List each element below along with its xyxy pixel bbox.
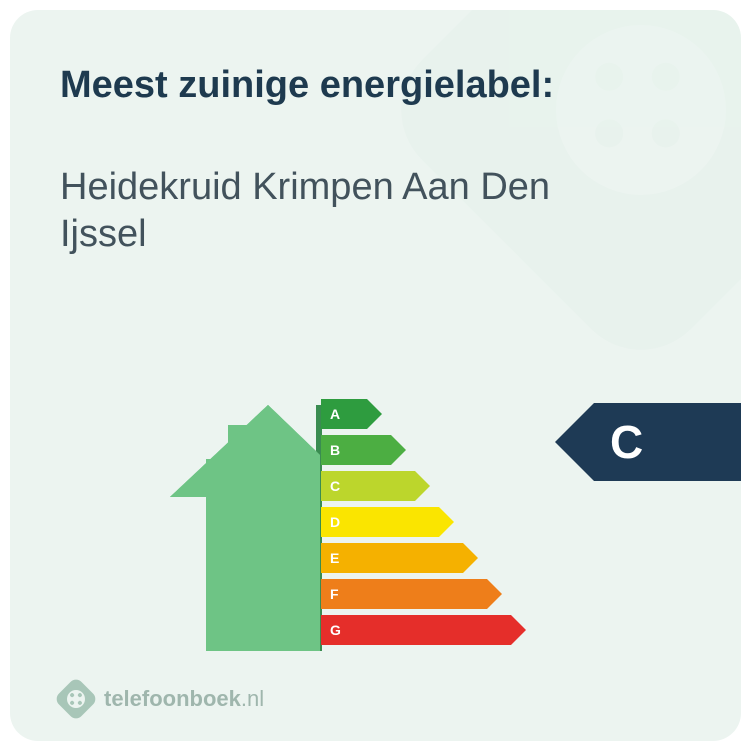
energy-bar-label: G [321, 615, 511, 645]
selected-badge: C [555, 403, 741, 481]
energy-bar-row: E [321, 543, 621, 573]
house-icon-overlay [170, 405, 324, 651]
energy-bar-tip [487, 579, 502, 609]
energy-bar-tip [367, 399, 382, 429]
energy-bar-f: F [321, 579, 621, 609]
energy-bar-label: D [321, 507, 439, 537]
info-card: Meest zuinige energielabel: Heidekruid K… [10, 10, 741, 741]
energy-bar-label: B [321, 435, 391, 465]
brand-bold: telefoonboek [104, 686, 241, 711]
energy-bar-row: F [321, 579, 621, 609]
card-title: Meest zuinige energielabel: [60, 64, 691, 108]
energy-bar-row: G [321, 615, 621, 645]
energy-bar-tip [511, 615, 526, 645]
footer: telefoonboek.nl [60, 683, 264, 715]
energy-bar-d: D [321, 507, 621, 537]
brand-text: telefoonboek.nl [104, 686, 264, 712]
brand-logo-icon [53, 676, 98, 721]
selected-letter: C [610, 415, 643, 469]
energy-bar-e: E [321, 543, 621, 573]
energy-bar-tip [415, 471, 430, 501]
energy-bar-label: E [321, 543, 463, 573]
brand-light: .nl [241, 686, 264, 711]
card-subtitle: Heidekruid Krimpen Aan Den Ijssel [60, 164, 620, 259]
energy-bar-label: F [321, 579, 487, 609]
energy-label-chart: ABCDEFG C [10, 371, 741, 651]
energy-bar-tip [391, 435, 406, 465]
energy-bar-label: C [321, 471, 415, 501]
energy-bar-label: A [321, 399, 367, 429]
energy-bar-row: D [321, 507, 621, 537]
energy-bar-g: G [321, 615, 621, 645]
energy-bar-tip [463, 543, 478, 573]
energy-bar-tip [439, 507, 454, 537]
